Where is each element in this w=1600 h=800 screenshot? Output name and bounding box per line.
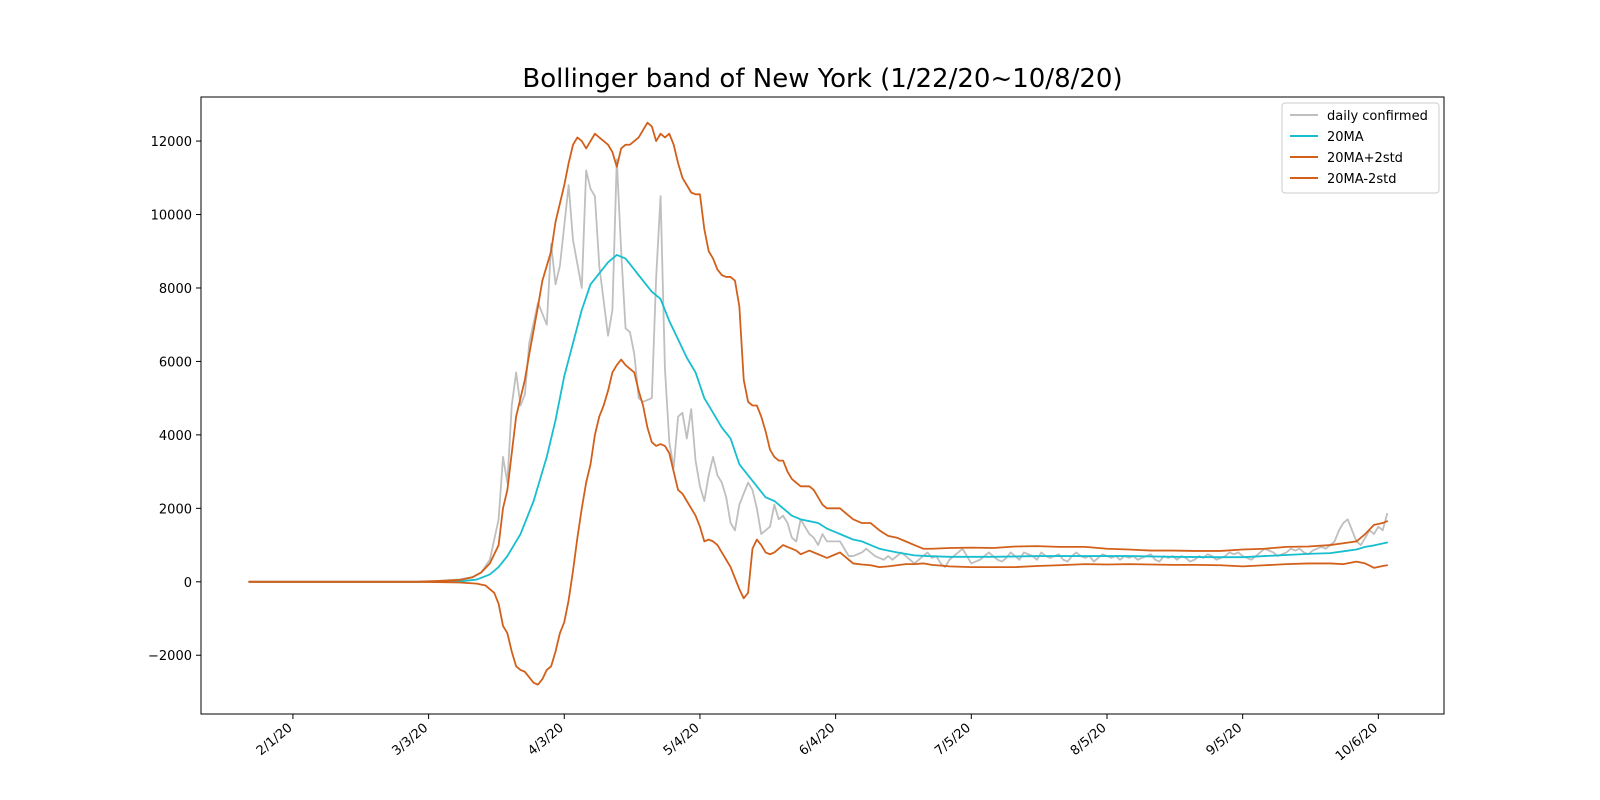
series-group — [248, 121, 1388, 686]
x-tick-label: 7/5/20 — [932, 721, 974, 759]
legend-box — [1281, 102, 1440, 194]
x-tick-label: 3/3/20 — [389, 721, 431, 759]
chart-title: Bollinger band of New York (1/22/20~10/8… — [522, 64, 1122, 94]
y-tick-label: 4000 — [159, 429, 192, 444]
legend-label: 20MA+2std — [1327, 151, 1403, 166]
series-line-20ma-2std — [248, 121, 1388, 583]
plot-frame — [200, 96, 1445, 715]
x-tick-label: 5/4/20 — [661, 721, 703, 759]
legend-label: 20MA-2std — [1327, 172, 1396, 187]
y-tick-label: 2000 — [159, 502, 192, 517]
legend-label: daily confirmed — [1327, 109, 1428, 124]
y-tick-label: −2000 — [148, 649, 192, 664]
x-tick-label: 4/3/20 — [525, 721, 567, 759]
y-tick-label: 12000 — [151, 135, 192, 150]
series-line-20ma — [248, 254, 1388, 583]
y-tick-label: 8000 — [159, 282, 192, 297]
y-tick-label: 6000 — [159, 355, 192, 370]
legend-label: 20MA — [1327, 130, 1364, 145]
x-tick-label: 10/6/20 — [1333, 721, 1381, 765]
y-tick-label: 10000 — [151, 209, 192, 224]
x-tick-label: 6/4/20 — [797, 721, 839, 759]
x-tick-label: 2/1/20 — [254, 721, 296, 759]
y-tick-label: 0 — [184, 576, 192, 591]
plot-area: −2000 0 2000 4000 6000 8000 10000 12000 2/1/20 3/… — [148, 96, 1445, 765]
x-tick-label: 9/5/20 — [1204, 721, 1246, 759]
x-tick-label: 8/5/20 — [1068, 721, 1110, 759]
series-line-daily-confirmed — [248, 158, 1388, 583]
series-line-20ma-2std — [248, 358, 1388, 686]
legend: daily confirmed 20MA 20MA+2std 20MA-2std — [1281, 102, 1440, 194]
